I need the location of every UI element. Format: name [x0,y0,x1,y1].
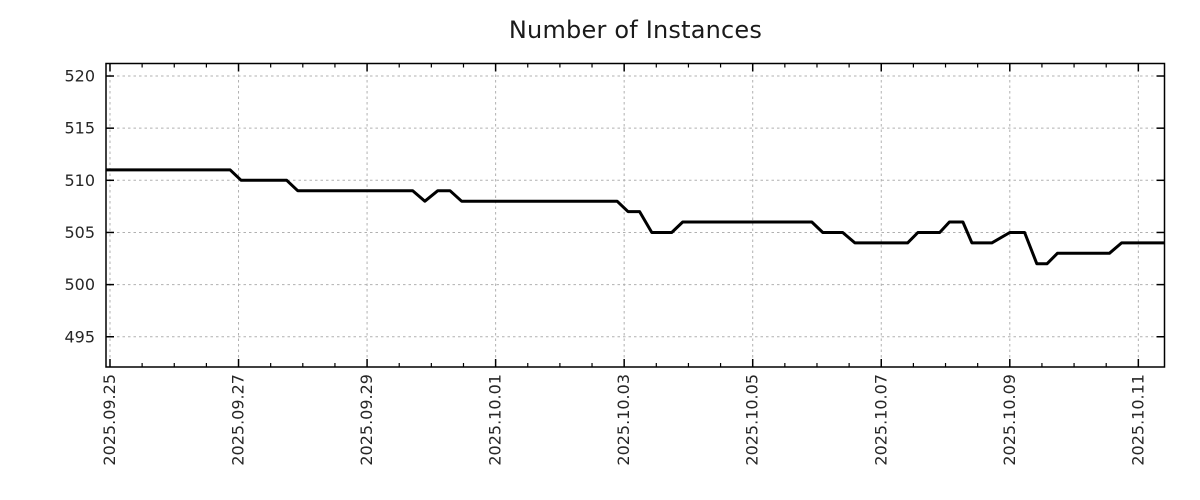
x-tick-label: 2025.10.07 [871,374,890,466]
y-tick-label: 515 [64,119,95,138]
y-tick-label: 495 [64,327,95,346]
x-tick-label: 2025.09.25 [100,374,119,466]
chart-title: Number of Instances [508,16,763,44]
x-tick-label: 2025.09.29 [357,374,376,466]
series-line-instances [106,168,1165,266]
y-tick-label: 520 [64,67,95,86]
x-tick-label: 2025.09.27 [229,374,248,466]
x-tick-label: 2025.10.11 [1128,374,1147,466]
y-tick-label: 510 [64,171,95,190]
y-tick-label: 500 [64,275,95,294]
plot-border [105,62,1166,368]
y-tick-label: 505 [64,223,95,242]
x-tick-label: 2025.10.01 [486,374,505,466]
x-tick-label: 2025.10.05 [743,374,762,466]
x-tick-label: 2025.10.09 [1000,374,1019,466]
x-tick-label: 2025.10.03 [614,374,633,466]
